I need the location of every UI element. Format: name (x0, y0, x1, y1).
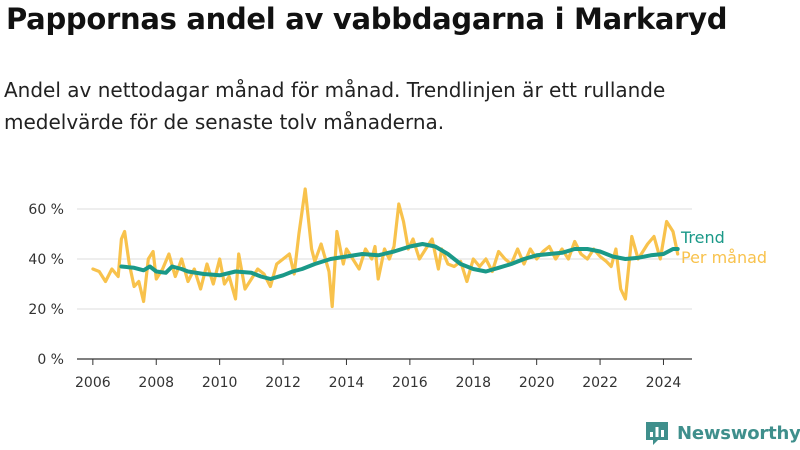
newsworthy-logo-icon (646, 422, 668, 445)
legend-label-trend: Trend (680, 228, 725, 247)
monthly-line (91, 187, 680, 309)
y-tick-label: 60 % (28, 202, 64, 218)
x-tick-label: 2008 (138, 375, 174, 391)
y-tick-label: 20 % (28, 302, 64, 318)
x-tick-label: 2014 (329, 375, 365, 391)
x-tick-label: 2006 (75, 375, 111, 391)
x-tick-label: 2018 (455, 375, 491, 391)
y-tick-label: 40 % (28, 252, 64, 268)
chart-title: Pappornas andel av vabbdagarna i Markary… (6, 2, 728, 36)
x-tick-label: 2012 (265, 375, 301, 391)
brand-logo: Newsworthy (644, 418, 800, 448)
x-tick-label: 2010 (202, 375, 238, 391)
trend-line (119, 242, 680, 281)
x-tick-label: 2020 (519, 375, 555, 391)
x-tick-label: 2022 (582, 375, 618, 391)
x-tick-label: 2016 (392, 375, 428, 391)
x-tick-label: 2024 (646, 375, 682, 391)
y-tick-label: 0 % (37, 352, 64, 368)
brand-name: Newsworthy (677, 422, 800, 444)
chart-subtitle: Andel av nettodagar månad för månad. Tre… (4, 78, 666, 134)
legend-label-monthly: Per månad (681, 248, 767, 267)
